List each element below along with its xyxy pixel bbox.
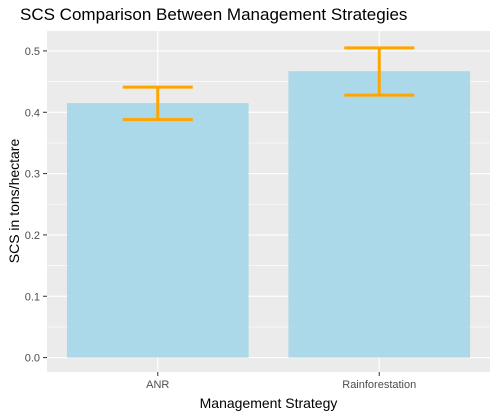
- error-bars: [122, 46, 415, 122]
- x-axis: ANR Rainforestation: [146, 372, 416, 391]
- x-axis-title: Management Strategy: [200, 395, 338, 411]
- bar-rainforestation: [288, 71, 471, 358]
- y-tick-label: 0.4: [25, 107, 40, 119]
- error-bar-rainforestation: [344, 46, 415, 97]
- x-tick-label: ANR: [146, 379, 169, 391]
- y-tick-label: 0.1: [25, 291, 40, 303]
- y-axis: 0.0 0.1 0.2 0.3 0.4 0.5: [25, 46, 47, 365]
- y-axis-title: SCS in tons/hectare: [6, 139, 22, 264]
- chart-title: SCS Comparison Between Management Strate…: [20, 5, 408, 24]
- bar-anr: [66, 103, 249, 358]
- bars: [66, 71, 471, 358]
- y-tick-label: 0.0: [25, 353, 40, 365]
- x-tick-label: Rainforestation: [342, 379, 416, 391]
- y-tick-label: 0.3: [25, 169, 40, 181]
- error-bar-anr: [122, 85, 193, 122]
- y-tick-label: 0.5: [25, 46, 40, 58]
- y-tick-label: 0.2: [25, 230, 40, 242]
